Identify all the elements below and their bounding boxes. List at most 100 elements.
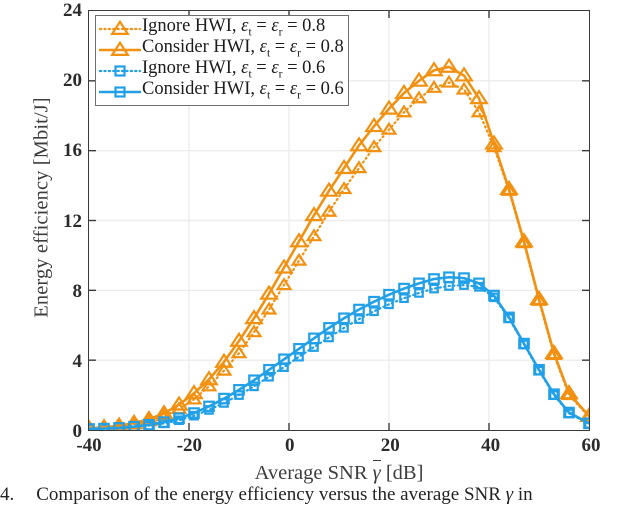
y-axis-title: Energy efficiency [Mbit/J] bbox=[31, 0, 54, 418]
series-marker bbox=[365, 139, 383, 153]
series-marker bbox=[305, 228, 323, 242]
series-marker bbox=[218, 392, 230, 405]
legend-label: Consider HWI, εt = εr = 0.6 bbox=[142, 79, 344, 103]
series-marker bbox=[260, 301, 278, 315]
plot-area: 0 4 8 12 16 20 24 -40 -20 0 20 40 60 Ignore HWI, εt… bbox=[63, 0, 601, 456]
series-marker bbox=[203, 400, 215, 413]
series-marker bbox=[443, 271, 455, 284]
series-marker bbox=[214, 352, 234, 368]
x-tick-label: 0 bbox=[285, 435, 295, 456]
series-marker bbox=[143, 418, 155, 430]
series-marker bbox=[338, 312, 350, 325]
series-marker bbox=[548, 388, 560, 401]
series-marker bbox=[413, 277, 425, 290]
figure-caption: 4. Comparison of the energy efficiency ve… bbox=[0, 484, 618, 506]
series-marker bbox=[248, 374, 260, 387]
legend-sample-square-icon bbox=[99, 64, 141, 77]
series-marker bbox=[518, 337, 530, 350]
series-marker bbox=[563, 406, 575, 419]
series-marker bbox=[293, 342, 305, 355]
y-tick-label: 4 bbox=[72, 350, 83, 372]
series-marker bbox=[233, 384, 245, 396]
series-marker bbox=[458, 272, 470, 284]
series-marker bbox=[364, 117, 384, 133]
series-marker bbox=[290, 252, 308, 266]
series-marker bbox=[394, 83, 414, 100]
x-tick-label: -40 bbox=[76, 435, 102, 456]
series-marker bbox=[278, 353, 290, 366]
series-marker bbox=[350, 160, 368, 174]
y-axis-title-text: Energy efficiency [Mbit/J] bbox=[30, 97, 53, 318]
x-axis-title-prefix: Average SNR bbox=[254, 462, 373, 484]
y-tick-label: 8 bbox=[72, 280, 83, 302]
series-marker bbox=[440, 74, 458, 88]
series-marker bbox=[499, 179, 519, 196]
legend-sample-triangle-up-icon bbox=[99, 40, 141, 56]
series-marker bbox=[324, 332, 334, 343]
x-axis-title: Average SNR γ [dB] bbox=[88, 459, 590, 485]
legend-item[interactable]: Consider HWI, εt = εr = 0.8 bbox=[99, 37, 344, 61]
series-marker bbox=[215, 362, 233, 376]
series-marker bbox=[334, 158, 354, 175]
series-marker bbox=[428, 273, 440, 285]
series-marker bbox=[529, 289, 549, 306]
series-marker bbox=[339, 323, 349, 333]
legend-item[interactable]: Ignore HWI, εt = εr = 0.8 bbox=[99, 16, 344, 40]
series-marker bbox=[469, 89, 489, 105]
y-tick-label: 12 bbox=[63, 210, 82, 232]
legend: Ignore HWI, εt = εr = 0.8 Consider HWI, ε… bbox=[95, 15, 349, 106]
series-marker bbox=[533, 363, 545, 376]
caption-symbol: γ bbox=[505, 484, 514, 505]
series-marker bbox=[488, 289, 500, 302]
y-tick-label: 16 bbox=[63, 140, 82, 162]
series-marker bbox=[559, 384, 579, 400]
series-marker bbox=[455, 81, 473, 95]
y-tick-label: 20 bbox=[63, 70, 82, 92]
caption-number: 4. bbox=[0, 484, 15, 505]
x-axis-title-suffix: [dB] bbox=[380, 462, 424, 484]
x-tick-label: 40 bbox=[481, 435, 501, 456]
caption-text-before: Comparison of the energy efficiency vers… bbox=[36, 484, 506, 505]
series-marker bbox=[320, 203, 338, 217]
legend-item[interactable]: Ignore HWI, εt = εr = 0.6 bbox=[99, 59, 344, 81]
series-marker bbox=[274, 258, 294, 274]
series-marker bbox=[544, 343, 564, 360]
series-marker bbox=[384, 299, 394, 310]
x-tick-label: -20 bbox=[176, 435, 203, 456]
series-line bbox=[89, 81, 589, 430]
series-marker bbox=[503, 311, 515, 324]
series-marker bbox=[369, 306, 379, 317]
series-marker bbox=[275, 277, 293, 291]
series-marker bbox=[580, 409, 589, 422]
series-marker bbox=[263, 363, 275, 376]
series-marker bbox=[484, 134, 504, 150]
series-marker bbox=[383, 288, 395, 301]
legend-label: Ignore HWI, εt = εr = 0.8 bbox=[142, 16, 326, 40]
series-marker bbox=[304, 206, 324, 222]
series-marker bbox=[169, 395, 189, 411]
legend-sample-square-icon bbox=[99, 85, 141, 98]
series-marker bbox=[414, 288, 424, 298]
series-marker bbox=[380, 121, 398, 135]
series-marker bbox=[459, 280, 469, 290]
series-marker bbox=[259, 284, 279, 300]
series-marker bbox=[579, 406, 589, 422]
y-tick-label: 0 bbox=[72, 421, 83, 442]
series-marker bbox=[354, 314, 364, 324]
series-marker bbox=[398, 282, 410, 295]
x-axis-title-symbol: γ bbox=[372, 459, 381, 484]
series-marker bbox=[439, 57, 459, 73]
series-marker bbox=[410, 90, 428, 104]
series-marker bbox=[264, 371, 274, 382]
series-marker bbox=[583, 417, 589, 430]
series-marker bbox=[98, 422, 110, 430]
legend-label: Consider HWI, εt = εr = 0.8 bbox=[142, 37, 344, 61]
legend-item[interactable]: Consider HWI, εt = εr = 0.6 bbox=[99, 79, 344, 103]
series-marker bbox=[425, 79, 443, 93]
series-marker bbox=[173, 412, 185, 425]
series-marker bbox=[245, 324, 263, 338]
series-marker bbox=[158, 416, 170, 428]
series-marker bbox=[335, 181, 353, 195]
series-marker bbox=[514, 232, 534, 248]
series-marker bbox=[244, 309, 264, 325]
